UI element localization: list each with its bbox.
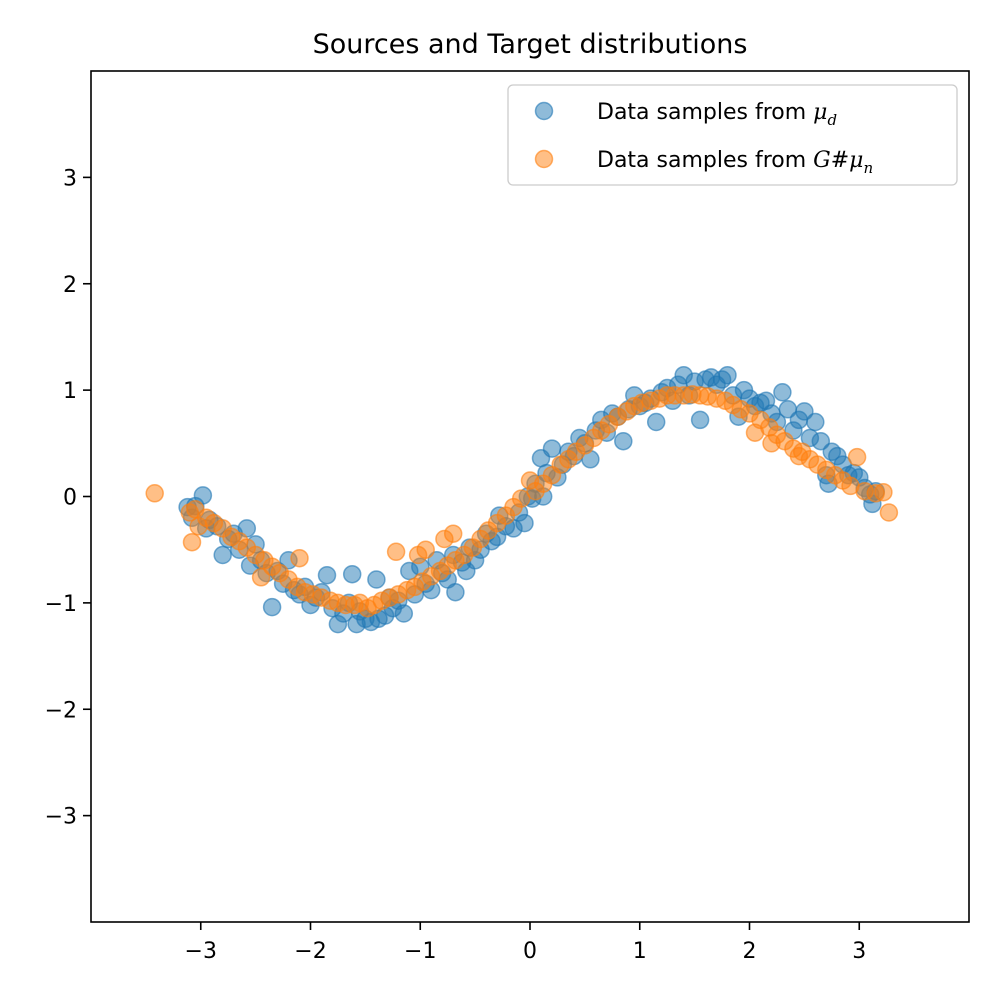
scatter-point-s1-18 [290,548,309,568]
series-1-points [145,385,899,618]
legend-label-g-mu-n-prefix: Data samples from [597,148,813,173]
x-tick-label-5: 2 [743,939,757,964]
legend-label-mu-d-sub: d [827,111,837,129]
scatter-point-s0-72 [542,439,562,458]
legend-marker-mu-d [534,101,554,121]
scatter-point-s0-26 [317,565,337,585]
x-tick-label-3: 0 [523,939,537,964]
legend-label-mu-d-math: μ [813,100,827,125]
scatter-point-s1-99 [879,503,899,522]
y-tick-label-4: 1 [63,379,77,404]
scatter-point-s0-16 [262,597,282,617]
x-tick-label-4: 1 [633,939,647,964]
scatter-point-s0-2 [193,486,213,505]
scatter-point-s1-31 [386,542,406,562]
scatter-point-s1-37 [416,540,435,559]
scatter-point-s0-36 [367,570,386,589]
x-tick-label-2: −1 [404,939,436,964]
legend-marker-g-mu-n [534,149,554,169]
scatter-point-s0-7 [213,545,232,565]
x-axis: −3 −2 −1 0 1 2 3 [185,922,866,964]
legend-label-mu-d: Data samples from μd [597,100,837,129]
scatter-point-s0-120 [806,412,825,432]
scatter-point-s1-98 [874,482,893,502]
chart-title: Sources and Target distributions [313,29,748,60]
scatter-point-s0-85 [614,431,633,451]
y-axis: −3 −2 −1 0 1 2 3 [45,166,91,830]
scatter-point-s0-121 [811,431,831,451]
points-layer [145,365,899,634]
scatter-point-s0-31 [342,564,362,584]
scatter-point-s0-91 [646,412,666,432]
x-tick-label-6: 3 [852,939,866,964]
scatter-point-s0-65 [515,513,534,533]
y-tick-label-1: −2 [45,698,77,723]
y-tick-label-6: 3 [63,166,77,191]
scatter-point-s1-2 [182,532,202,552]
scatter-point-s1-42 [443,524,463,543]
legend-label-mu-d-prefix: Data samples from [597,100,813,125]
scatter-point-s0-114 [773,383,792,402]
scatter-point-s1-95 [847,447,867,467]
scatter-point-s1-0 [145,484,164,503]
scatter-point-s0-104 [718,365,737,385]
y-tick-label-0: −3 [45,805,77,830]
scatter-point-s0-99 [690,410,710,430]
scatter-point-s1-51 [511,489,531,508]
scatter-point-s0-52 [446,582,465,602]
legend-label-g-mu-n-math: G#μ [813,148,863,173]
x-tick-label-0: −3 [185,939,217,964]
x-tick-label-1: −2 [294,939,326,964]
y-tick-label-5: 2 [63,273,77,298]
legend-label-g-mu-n-sub: n [863,159,873,177]
legend-frame [507,84,958,186]
scatter-point-s0-42 [394,604,414,623]
y-tick-label-2: −1 [45,592,77,617]
legend-label-g-mu-n: Data samples from G#μn [597,148,873,177]
y-tick-label-3: 0 [63,486,77,511]
legend: Data samples from μd Data samples from G… [507,84,958,186]
